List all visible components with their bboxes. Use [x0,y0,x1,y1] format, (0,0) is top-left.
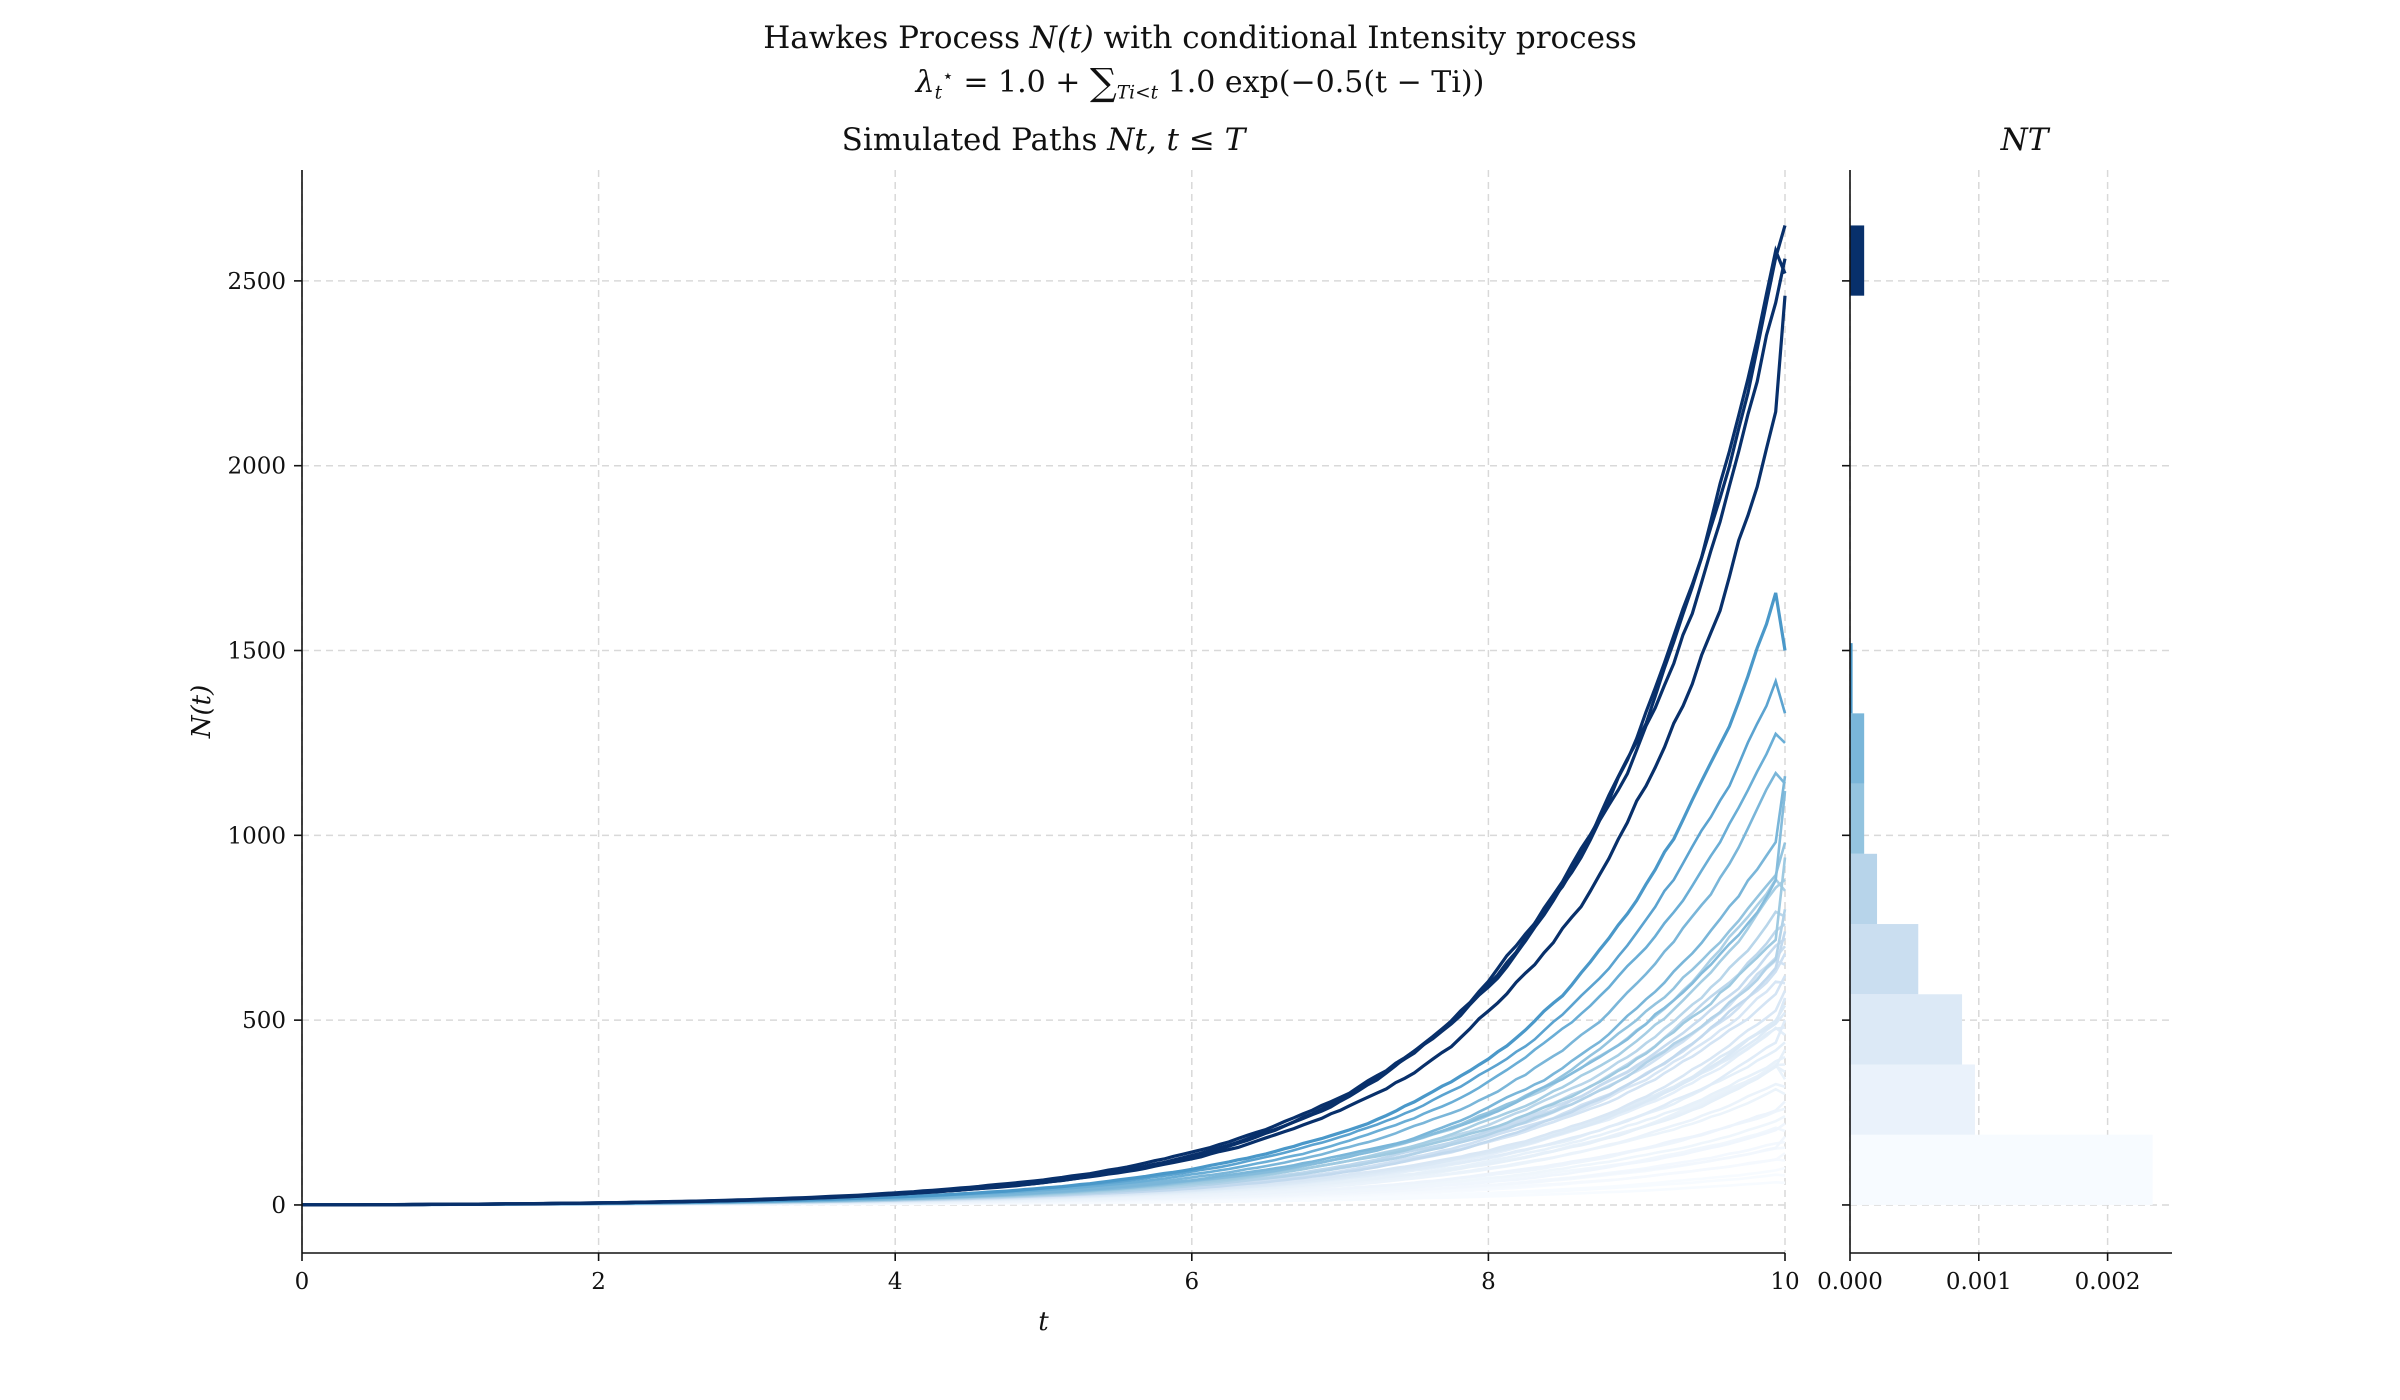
sample-path-line [302,224,1787,1207]
histogram-title: NT [2000,122,2049,158]
hist-x-tick-label: 0.001 [1946,1269,2012,1295]
histogram-bar [1850,853,1878,925]
sample-path-line [302,842,1787,1207]
x-tick-label: 0 [295,1269,310,1295]
histogram-bar [1850,1134,2153,1205]
sample-path-line [302,258,1787,1207]
sample-path-line [302,857,1787,1207]
y-tick-label: 1000 [227,823,286,849]
histogram-bar [1850,643,1853,714]
sample-path-line [302,908,1787,1207]
y-tick-label: 0 [271,1193,286,1219]
y-tick-label: 2500 [227,269,286,295]
y-tick-label: 500 [242,1008,286,1034]
path-group [302,224,1787,1207]
y-tick-label: 1500 [227,639,286,665]
hist-x-tick-label: 0.002 [2075,1269,2141,1295]
hist-x-tick-label: 0.000 [1817,1269,1883,1295]
histogram-bar [1850,783,1865,854]
x-tick-label: 2 [591,1269,606,1295]
intensity-formula: λt⋆ = 1.0 + ∑Ti<t 1.0 exp(−0.5(t − Ti)) [915,60,1485,104]
x-tick-label: 4 [888,1269,903,1295]
histogram-bar [1850,1064,1975,1135]
histogram-bar [1850,994,1963,1065]
y-axis-label: N(t) [187,685,217,740]
histogram-bar [1850,713,1865,784]
histogram-bar [1850,225,1865,296]
histogram-bar [1850,924,1919,995]
paths-plot-title: Simulated Paths Nt, t ≤ T [841,122,1246,158]
x-tick-label: 6 [1184,1269,1199,1295]
x-tick-label: 10 [1770,1269,1799,1295]
figure-title: Hawkes Process N(t) with conditional Int… [763,20,1637,56]
sample-path-line [302,677,1787,1207]
sample-path-line [302,910,1786,1207]
x-tick-label: 8 [1481,1269,1496,1295]
sample-path-line [302,245,1787,1207]
y-tick-label: 2000 [227,454,286,480]
x-axis-label: t [1038,1307,1049,1337]
